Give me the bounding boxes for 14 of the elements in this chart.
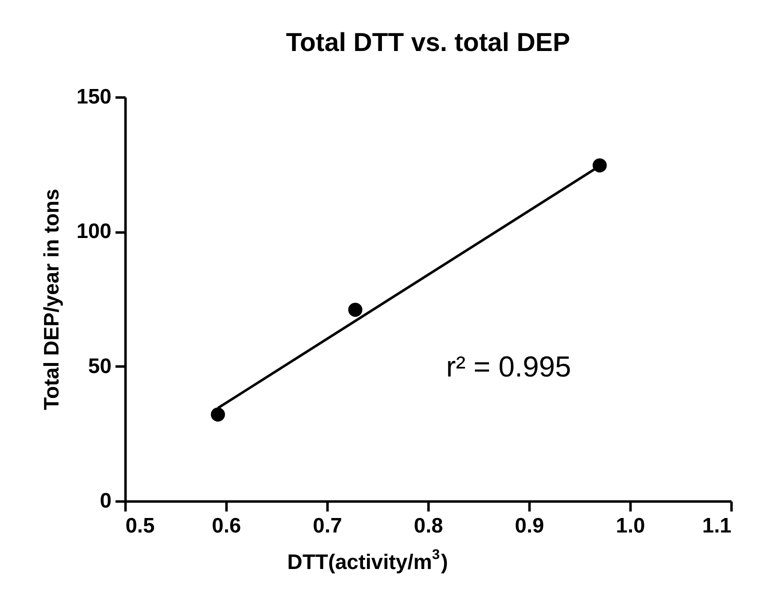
y-tick-label: 100 xyxy=(76,220,112,244)
chart-title: Total DTT vs. total DEP xyxy=(286,27,570,57)
y-axis-title: Total DEP/year in tons xyxy=(40,188,64,410)
x-tick-label: 0.8 xyxy=(414,514,444,538)
y-tick-label: 150 xyxy=(76,86,112,108)
x-tick-label: 1.1 xyxy=(702,514,732,538)
x-tick-label: 0.6 xyxy=(212,514,242,538)
x-tick-label: 0.7 xyxy=(312,514,342,538)
y-tick-label: 50 xyxy=(88,354,112,378)
x-tick-label: 0.9 xyxy=(514,514,544,538)
x-tick-label: 1.0 xyxy=(616,514,646,538)
annotation: r² = 0.995 xyxy=(446,352,572,384)
x-tick-label: 0.5 xyxy=(126,514,156,538)
y-tick-label: 0 xyxy=(100,490,112,512)
